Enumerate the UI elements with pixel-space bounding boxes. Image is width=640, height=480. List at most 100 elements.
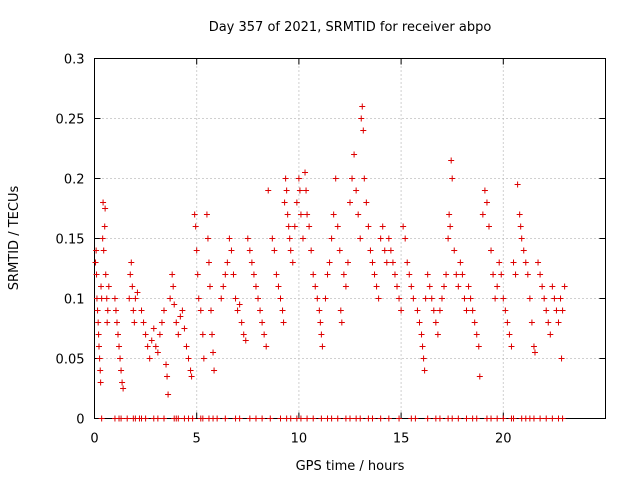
baseline-point bbox=[124, 415, 131, 422]
data-point bbox=[171, 301, 178, 308]
data-point bbox=[455, 283, 462, 290]
data-point bbox=[228, 247, 235, 254]
data-point bbox=[306, 223, 313, 230]
data-point bbox=[138, 307, 145, 314]
data-point bbox=[351, 151, 358, 158]
data-point bbox=[232, 295, 239, 302]
data-point bbox=[285, 223, 292, 230]
data-point bbox=[449, 175, 456, 182]
data-point bbox=[93, 271, 100, 278]
baseline-point bbox=[328, 415, 335, 422]
data-point bbox=[547, 331, 554, 338]
data-point bbox=[208, 307, 215, 314]
data-point bbox=[131, 319, 138, 326]
baseline-point bbox=[214, 415, 221, 422]
data-point bbox=[188, 373, 195, 380]
data-point bbox=[498, 271, 505, 278]
data-point bbox=[394, 283, 401, 290]
data-point bbox=[379, 223, 386, 230]
data-point bbox=[326, 259, 333, 266]
data-point bbox=[512, 271, 519, 278]
data-point bbox=[549, 283, 556, 290]
baseline-point bbox=[304, 415, 311, 422]
data-point bbox=[179, 307, 186, 314]
data-point bbox=[561, 283, 568, 290]
data-point bbox=[518, 235, 525, 242]
data-point bbox=[310, 271, 317, 278]
data-point bbox=[100, 247, 107, 254]
data-point bbox=[426, 283, 433, 290]
data-point bbox=[302, 169, 309, 176]
baseline-point bbox=[463, 415, 470, 422]
data-point bbox=[485, 223, 492, 230]
y-tick-label: 0.25 bbox=[56, 113, 85, 128]
data-point bbox=[471, 319, 478, 326]
baseline-point bbox=[199, 415, 206, 422]
baseline-point bbox=[277, 415, 284, 422]
data-point bbox=[163, 361, 170, 368]
data-point bbox=[116, 343, 123, 350]
data-point bbox=[117, 355, 124, 362]
data-point bbox=[467, 295, 474, 302]
baseline-point bbox=[357, 415, 364, 422]
data-point bbox=[130, 307, 137, 314]
data-point bbox=[404, 259, 411, 266]
data-point bbox=[530, 343, 537, 350]
data-point bbox=[203, 211, 210, 218]
data-point bbox=[459, 271, 466, 278]
data-point bbox=[152, 343, 159, 350]
data-point bbox=[257, 307, 264, 314]
y-tick-label: 0.1 bbox=[64, 293, 85, 308]
data-point bbox=[557, 295, 564, 302]
data-point bbox=[359, 103, 366, 110]
data-point bbox=[418, 331, 425, 338]
baseline-point bbox=[347, 415, 353, 422]
data-point bbox=[104, 319, 111, 326]
data-point bbox=[250, 271, 257, 278]
baseline-point bbox=[246, 415, 253, 422]
data-point bbox=[463, 307, 470, 314]
data-points bbox=[92, 103, 568, 398]
data-point bbox=[438, 295, 445, 302]
data-point bbox=[248, 259, 255, 266]
data-point bbox=[154, 349, 161, 356]
baseline-point bbox=[559, 415, 566, 422]
data-point bbox=[473, 331, 480, 338]
data-point bbox=[479, 211, 486, 218]
data-point bbox=[396, 295, 403, 302]
data-point bbox=[375, 295, 382, 302]
baseline-point bbox=[267, 415, 274, 422]
data-point bbox=[416, 319, 423, 326]
data-point bbox=[510, 259, 517, 266]
data-point bbox=[244, 235, 251, 242]
data-point bbox=[483, 199, 490, 206]
baseline-point bbox=[160, 415, 167, 422]
baseline-point bbox=[396, 415, 403, 422]
data-point bbox=[277, 295, 284, 302]
data-point bbox=[200, 355, 207, 362]
data-point bbox=[502, 307, 509, 314]
baseline-point bbox=[549, 415, 556, 422]
data-point bbox=[113, 319, 120, 326]
data-point bbox=[516, 211, 523, 218]
data-point bbox=[522, 259, 529, 266]
data-point bbox=[338, 319, 345, 326]
data-point bbox=[367, 247, 374, 254]
data-point bbox=[92, 259, 99, 266]
data-point bbox=[443, 271, 450, 278]
data-point bbox=[545, 319, 552, 326]
baseline-point bbox=[287, 415, 294, 422]
data-point bbox=[148, 337, 155, 344]
data-point bbox=[508, 343, 515, 350]
data-point bbox=[142, 331, 149, 338]
baseline-point bbox=[455, 415, 462, 422]
data-point bbox=[191, 211, 198, 218]
data-point bbox=[220, 283, 227, 290]
data-point bbox=[318, 331, 325, 338]
data-point bbox=[531, 349, 538, 356]
y-tick-label: 0.15 bbox=[56, 233, 85, 248]
data-point bbox=[488, 247, 495, 254]
data-point bbox=[204, 235, 211, 242]
data-point bbox=[428, 295, 435, 302]
baseline-point bbox=[377, 415, 384, 422]
